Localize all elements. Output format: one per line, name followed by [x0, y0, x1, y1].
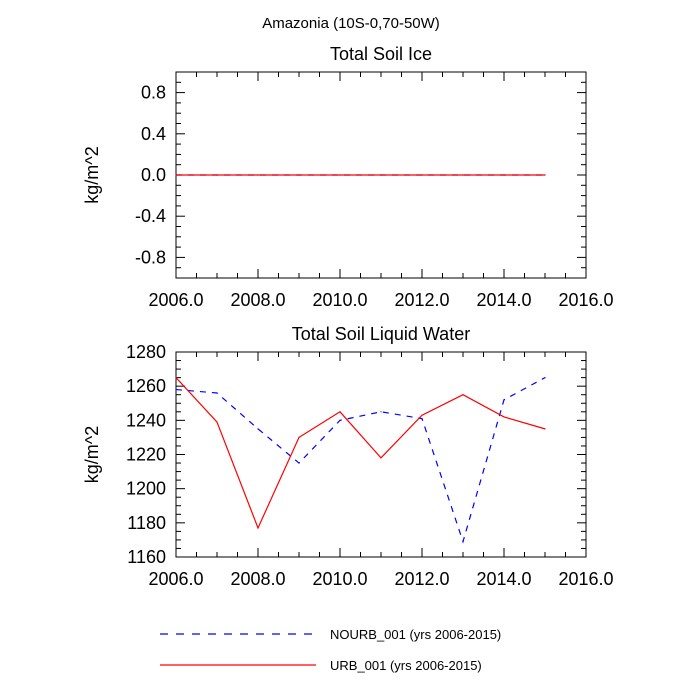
data-point — [175, 377, 177, 379]
legend-label: NOURB_001 (yrs 2006-2015) — [330, 627, 501, 642]
series-line-urb — [175, 377, 546, 530]
x-tick-label: 2008.0 — [230, 569, 285, 589]
chart-panel-2: Total Soil Liquid Water kg/m^2 2006.0 2008.… — [82, 324, 614, 589]
y-axis-label: kg/m^2 — [82, 146, 102, 203]
x-tick-label: 2010.0 — [312, 290, 367, 310]
panel-title: Total Soil Liquid Water — [292, 324, 470, 344]
y-tick-label: 1220 — [126, 445, 166, 465]
data-point — [216, 392, 218, 394]
y-tick-label: 0.0 — [141, 165, 166, 185]
y-axis-label: kg/m^2 — [82, 426, 102, 483]
chart-panel-1: Total Soil Ice kg/m^2 2006.0 2008.0 2010.0 20… — [82, 44, 614, 310]
data-point — [339, 174, 341, 176]
data-point — [544, 377, 546, 379]
data-point — [257, 527, 259, 529]
data-point — [216, 174, 218, 176]
panel-title: Total Soil Ice — [330, 44, 432, 64]
data-point — [175, 174, 177, 176]
plot-frame — [175, 351, 587, 558]
y-tick-label: 0.4 — [141, 124, 166, 144]
data-point — [298, 174, 300, 176]
data-point — [339, 411, 341, 413]
data-point — [503, 399, 505, 401]
x-tick-label: 2016.0 — [558, 290, 613, 310]
x-tick-label: 2012.0 — [394, 569, 449, 589]
data-point — [462, 174, 464, 176]
figure-title: Amazonia (10S-0,70-50W) — [262, 15, 440, 32]
x-tick-label: 2012.0 — [394, 290, 449, 310]
y-tick-label: -0.4 — [135, 206, 166, 226]
series-line-nourb — [175, 377, 546, 544]
y-tick-label: 1240 — [126, 410, 166, 430]
data-point — [421, 174, 423, 176]
legend: NOURB_001 (yrs 2006-2015) URB_001 (yrs 20… — [160, 627, 501, 673]
data-point — [503, 174, 505, 176]
y-tick-label: 1260 — [126, 376, 166, 396]
y-tick-label: 0.8 — [141, 83, 166, 103]
data-point — [503, 416, 505, 418]
data-point — [544, 428, 546, 430]
data-point — [216, 421, 218, 423]
chart-panels: Total Soil Ice kg/m^2 2006.0 2008.0 2010.0 20… — [82, 44, 614, 589]
x-tick-label: 2016.0 — [558, 569, 613, 589]
y-tick-label: 1160 — [127, 547, 166, 567]
data-point — [544, 174, 546, 176]
data-point — [462, 394, 464, 396]
x-tick-label: 2006.0 — [148, 569, 203, 589]
data-point — [462, 541, 464, 543]
data-point — [380, 174, 382, 176]
x-tick-label: 2006.0 — [148, 290, 203, 310]
y-tick-label: 1200 — [126, 479, 166, 499]
data-point — [380, 457, 382, 459]
y-tick-label: -0.8 — [135, 247, 166, 267]
x-tick-label: 2014.0 — [476, 569, 531, 589]
data-point — [298, 436, 300, 439]
data-point — [175, 388, 177, 391]
data-point — [421, 418, 423, 420]
x-tick-label: 2010.0 — [312, 569, 367, 589]
data-point — [339, 419, 341, 421]
data-point — [257, 174, 259, 176]
legend-label: URB_001 (yrs 2006-2015) — [330, 658, 482, 673]
data-point — [298, 462, 300, 464]
data-point — [257, 428, 259, 430]
y-tick-label: 1280 — [126, 342, 166, 362]
data-point — [421, 414, 423, 416]
y-tick-label: 1180 — [127, 513, 166, 533]
data-point — [380, 411, 382, 413]
x-tick-label: 2014.0 — [476, 290, 531, 310]
x-tick-label: 2008.0 — [230, 290, 285, 310]
